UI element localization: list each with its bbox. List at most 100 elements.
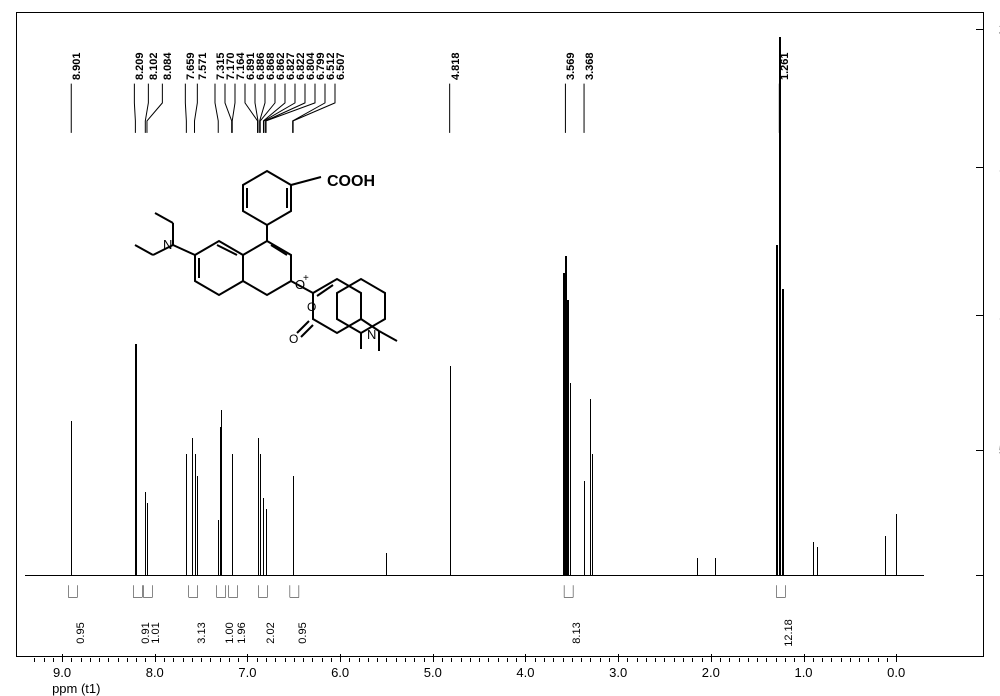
x-minor-tick	[81, 658, 82, 662]
x-minor-tick	[257, 658, 258, 662]
x-minor-tick	[470, 658, 471, 662]
integral-bracket: ⎿⏌	[223, 583, 241, 600]
x-tick	[525, 654, 526, 662]
peak-label: 8.102	[148, 52, 160, 80]
x-tick-label: 8.0	[146, 665, 164, 680]
integral-bracket: ⎿⏌	[252, 583, 270, 600]
x-minor-tick	[748, 658, 749, 662]
molecule-svg: O + N N O O	[107, 163, 407, 353]
x-minor-tick	[563, 658, 564, 662]
x-minor-tick	[192, 658, 193, 662]
x-minor-tick	[173, 658, 174, 662]
x-minor-tick	[507, 658, 508, 662]
x-minor-tick	[359, 658, 360, 662]
x-minor-tick	[757, 658, 758, 662]
x-minor-tick	[71, 658, 72, 662]
x-minor-tick	[590, 658, 591, 662]
x-minor-tick	[488, 658, 489, 662]
x-minor-tick	[442, 658, 443, 662]
x-minor-tick	[683, 658, 684, 662]
x-minor-tick	[266, 658, 267, 662]
x-minor-tick	[322, 658, 323, 662]
integral-value: 2.02	[265, 622, 277, 643]
x-minor-tick	[544, 658, 545, 662]
x-minor-tick	[99, 658, 100, 662]
x-minor-tick	[210, 658, 211, 662]
x-minor-tick	[303, 658, 304, 662]
x-minor-tick	[655, 658, 656, 662]
x-minor-tick	[692, 658, 693, 662]
x-tick-label: 0.0	[887, 665, 905, 680]
integral-value: 1.96	[236, 622, 248, 643]
x-minor-tick	[451, 658, 452, 662]
x-minor-tick	[627, 658, 628, 662]
x-tick-label: 2.0	[702, 665, 720, 680]
x-minor-tick	[878, 658, 879, 662]
x-minor-tick	[108, 658, 109, 662]
x-minor-tick	[349, 658, 350, 662]
integral-value: 1.01	[150, 622, 162, 643]
x-minor-tick	[822, 658, 823, 662]
peak-label: 3.368	[584, 52, 596, 80]
x-tick-label: 5.0	[424, 665, 442, 680]
integral-value: 0.95	[297, 622, 309, 643]
x-minor-tick	[831, 658, 832, 662]
x-minor-tick	[220, 658, 221, 662]
svg-text:+: +	[303, 273, 309, 284]
x-minor-tick	[53, 658, 54, 662]
x-minor-tick	[294, 658, 295, 662]
integral-value: 12.18	[783, 619, 795, 647]
x-minor-tick	[637, 658, 638, 662]
x-tick	[896, 654, 897, 662]
x-tick	[247, 654, 248, 662]
integral-value: 1.00	[224, 622, 236, 643]
x-minor-tick	[841, 658, 842, 662]
integral-bracket: ⎿⏌	[137, 583, 155, 600]
x-minor-tick	[377, 658, 378, 662]
x-minor-tick	[813, 658, 814, 662]
svg-text:O: O	[289, 332, 298, 346]
x-minor-tick	[44, 658, 45, 662]
x-minor-tick	[238, 658, 239, 662]
integral-bracket: ⎿⏌	[62, 583, 80, 600]
svg-text:O: O	[307, 300, 316, 314]
x-minor-tick	[702, 658, 703, 662]
x-tick-label: 6.0	[331, 665, 349, 680]
x-minor-tick	[479, 658, 480, 662]
x-minor-tick	[229, 658, 230, 662]
x-minor-tick	[386, 658, 387, 662]
x-minor-tick	[535, 658, 536, 662]
x-minor-tick	[785, 658, 786, 662]
plot-area: 0500001000015000200009.08.07.06.05.04.03…	[17, 13, 983, 656]
svg-text:N: N	[367, 327, 376, 342]
x-tick	[340, 654, 341, 662]
integral-bracket: ⎿⏌	[770, 583, 788, 600]
x-minor-tick	[414, 658, 415, 662]
x-tick	[62, 654, 63, 662]
x-tick	[711, 654, 712, 662]
peak-label: 3.569	[565, 52, 577, 80]
x-minor-tick	[136, 658, 137, 662]
integral-bracket: ⎿⏌	[558, 583, 576, 600]
x-minor-tick	[581, 658, 582, 662]
x-minor-tick	[739, 658, 740, 662]
x-minor-tick	[396, 658, 397, 662]
integral-bracket: ⎿⏌	[284, 583, 302, 600]
x-tick-label: 9.0	[53, 665, 71, 680]
integral-value: 3.13	[196, 622, 208, 643]
peak-label: 8.084	[162, 52, 174, 80]
x-tick	[618, 654, 619, 662]
x-minor-tick	[183, 658, 184, 662]
peak-label: 4.818	[450, 52, 462, 80]
svg-text:N: N	[163, 237, 172, 252]
molecule-cooh-label: COOH	[327, 173, 375, 191]
x-minor-tick	[285, 658, 286, 662]
x-minor-tick	[859, 658, 860, 662]
x-minor-tick	[118, 658, 119, 662]
x-minor-tick	[34, 658, 35, 662]
peak-label: 8.901	[71, 52, 83, 80]
x-axis-title: ppm (t1)	[52, 681, 100, 696]
peak-label: 1.261	[779, 52, 791, 80]
x-minor-tick	[646, 658, 647, 662]
x-minor-tick	[331, 658, 332, 662]
